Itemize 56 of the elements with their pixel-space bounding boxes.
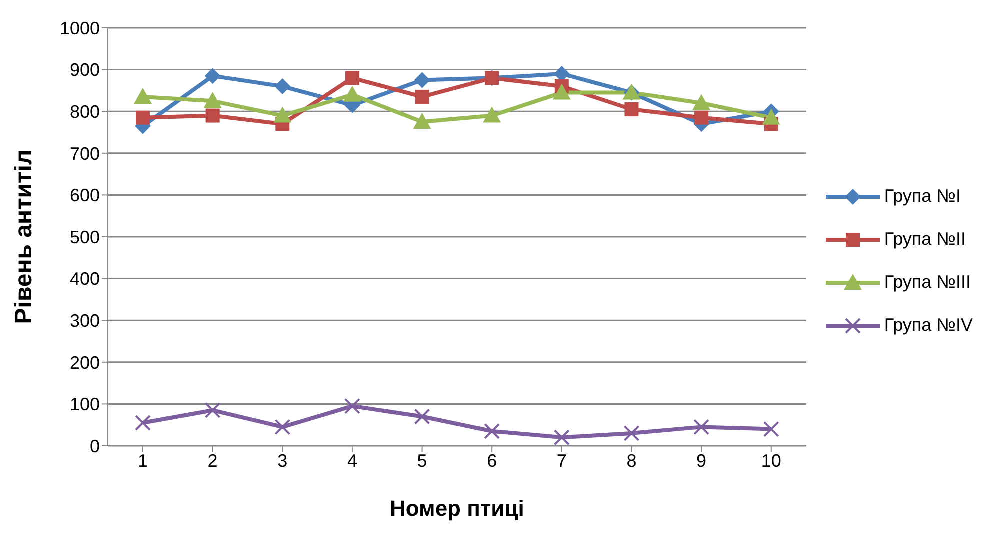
point: [414, 72, 430, 88]
point: [345, 71, 360, 86]
point: [692, 94, 711, 110]
legend-label: Група №IV: [884, 315, 973, 336]
point: [274, 78, 291, 95]
legend-label: Група №III: [884, 272, 971, 293]
y-tick-label: 100: [70, 394, 100, 415]
point: [694, 110, 709, 125]
point: [344, 398, 360, 414]
point: [414, 408, 430, 425]
y-tick-label: 300: [70, 310, 100, 331]
legend-label: Група №I: [884, 186, 961, 207]
y-tick-label: 700: [70, 144, 100, 164]
point: [204, 402, 221, 418]
y-tick-label: 500: [70, 227, 100, 248]
point: [483, 106, 502, 123]
point: [136, 110, 150, 125]
point: [415, 90, 430, 104]
x-tick-label: 6: [487, 450, 498, 471]
point: [274, 106, 292, 123]
point: [554, 430, 570, 446]
x-tick-label: 7: [556, 450, 567, 471]
y-tick-label: 1000: [60, 18, 100, 38]
point: [762, 108, 780, 125]
y-tick-label: 800: [70, 102, 100, 122]
x-axis-title: Номер птиці: [390, 496, 524, 521]
x-tick-label: 3: [278, 450, 288, 471]
y-tick-label: 900: [70, 60, 100, 80]
point: [135, 415, 151, 432]
point: [343, 86, 362, 102]
point: [552, 84, 571, 100]
point: [206, 108, 220, 123]
point: [484, 423, 500, 440]
point: [554, 66, 570, 82]
point: [624, 425, 640, 442]
y-axis-title: Рівень антитіл: [10, 150, 38, 324]
y-tick-label: 200: [70, 352, 100, 373]
point: [204, 92, 222, 108]
point: [134, 88, 152, 104]
x-tick-label: 8: [626, 450, 637, 471]
point: [624, 102, 639, 117]
y-tick-label: 0: [90, 436, 100, 456]
x-tick-label: 5: [417, 450, 428, 471]
x-tick-label: 4: [347, 450, 358, 471]
point: [763, 421, 780, 438]
point: [413, 113, 432, 130]
x-tick-label: 2: [208, 450, 218, 471]
legend-label: Група №II: [884, 229, 966, 250]
x-tick-label: 1: [138, 450, 148, 471]
point: [694, 419, 710, 436]
point: [274, 419, 291, 436]
y-tick-label: 400: [70, 269, 100, 290]
x-tick-label: 9: [696, 450, 707, 471]
y-tick-label: 600: [70, 186, 100, 206]
point: [204, 68, 221, 84]
x-tick-label: 10: [761, 450, 782, 471]
